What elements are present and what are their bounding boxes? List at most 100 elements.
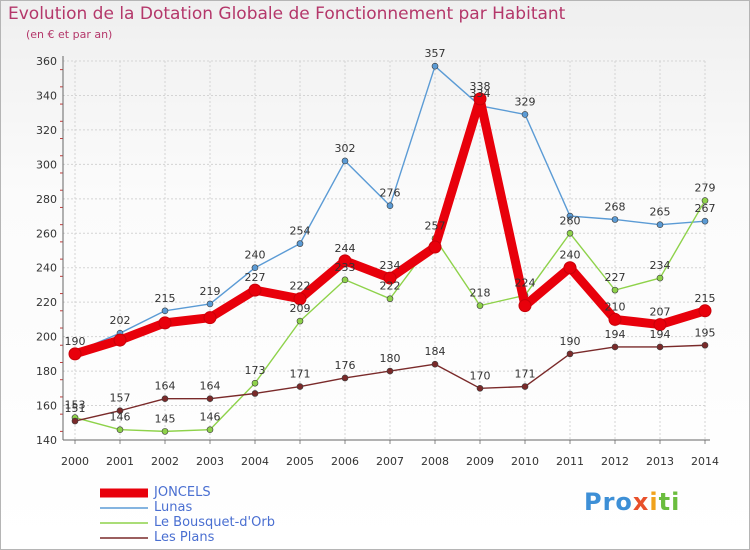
data-label-0: 227 <box>245 271 266 284</box>
logo-part-1: Pro <box>584 488 633 516</box>
data-point-1 <box>341 157 349 165</box>
data-point-2 <box>386 295 394 303</box>
data-point-2 <box>656 274 664 282</box>
data-label-1: 357 <box>425 47 446 60</box>
x-tick-label: 2003 <box>196 455 224 468</box>
data-label-3: 164 <box>155 380 176 393</box>
data-point-2 <box>251 379 259 387</box>
data-point-3 <box>116 407 124 415</box>
y-tick-label: 320 <box>36 124 57 137</box>
legend: JONCELS Lunas Le Bousquet-d'Orb Les Plan… <box>100 485 275 545</box>
x-tick-label: 2001 <box>106 455 134 468</box>
x-tick-label: 2005 <box>286 455 314 468</box>
data-labels: 190 227 222 244 234 338 240 210 207 215 202 215 219 2… <box>65 47 716 425</box>
legend-label-joncels: JONCELS <box>154 485 211 500</box>
data-label-0: 215 <box>695 292 716 305</box>
data-point-0 <box>608 312 622 326</box>
data-label-2: 279 <box>695 182 716 195</box>
data-point-2 <box>701 197 709 204</box>
data-label-2: 224 <box>515 276 536 289</box>
data-point-2 <box>566 229 574 237</box>
data-point-3 <box>341 374 349 382</box>
data-label-0: 190 <box>65 335 86 348</box>
data-point-0 <box>383 271 397 285</box>
data-point-1 <box>206 300 214 308</box>
data-label-1: 219 <box>200 285 221 298</box>
data-point-0 <box>203 311 217 325</box>
data-label-2: 227 <box>605 271 626 284</box>
data-point-0 <box>473 92 487 106</box>
data-label-0: 222 <box>290 280 311 293</box>
legend-label-bousquet: Le Bousquet-d'Orb <box>154 515 275 530</box>
data-label-1: 202 <box>110 314 131 327</box>
data-label-1: 268 <box>605 200 626 213</box>
data-point-0 <box>698 304 712 318</box>
data-label-2: 146 <box>200 411 221 424</box>
data-label-2: 222 <box>380 280 401 293</box>
data-point-2 <box>611 286 619 294</box>
y-tick-label: 200 <box>36 331 57 344</box>
x-tick-label: 2013 <box>646 455 674 468</box>
data-label-0: 338 <box>470 80 491 93</box>
data-point-3 <box>476 385 484 392</box>
data-point-3 <box>296 383 304 390</box>
data-label-1: 254 <box>290 225 311 238</box>
data-point-3 <box>701 341 709 349</box>
data-label-3: 194 <box>605 328 626 341</box>
x-tick-label: 2009 <box>466 455 494 468</box>
data-point-0 <box>563 261 577 275</box>
data-point-3 <box>71 417 79 425</box>
data-label-0: 207 <box>650 306 671 319</box>
y-tick-label: 180 <box>36 365 57 378</box>
data-point-3 <box>206 395 214 402</box>
data-point-3 <box>521 383 529 390</box>
x-tick-label: 2014 <box>691 455 719 468</box>
x-tick-label: 2011 <box>556 455 584 468</box>
data-point-2 <box>296 317 304 325</box>
data-point-1 <box>431 62 439 70</box>
data-point-3 <box>161 395 169 402</box>
data-point-2 <box>206 426 214 433</box>
data-label-3: 180 <box>380 352 401 365</box>
data-point-0 <box>248 283 262 297</box>
data-label-3: 190 <box>560 335 581 348</box>
data-point-1 <box>656 221 664 228</box>
logo-part-2: x <box>632 488 650 516</box>
data-point-2 <box>116 426 124 433</box>
data-label-2: 153 <box>65 399 86 412</box>
data-label-2: 257 <box>425 219 446 232</box>
data-point-1 <box>251 264 259 272</box>
data-label-2: 146 <box>110 411 131 424</box>
data-point-2 <box>341 276 349 284</box>
data-point-3 <box>611 343 619 351</box>
legend-item-bousquet: Le Bousquet-d'Orb <box>100 515 275 530</box>
data-point-2 <box>476 302 484 309</box>
y-tick-label: 140 <box>36 434 57 447</box>
data-label-3: 157 <box>110 392 131 405</box>
x-tick-label: 2002 <box>151 455 179 468</box>
y-tick-label: 360 <box>36 55 57 68</box>
logo-part-4: ti <box>658 488 681 516</box>
legend-item-lunas: Lunas <box>100 500 275 515</box>
x-tick-label: 2012 <box>601 455 629 468</box>
data-label-2: 260 <box>560 214 581 227</box>
legend-label-les-plans: Les Plans <box>154 530 215 545</box>
proxiti-logo: Proxiti <box>584 488 680 516</box>
x-tick-label: 2006 <box>331 455 359 468</box>
data-label-1: 240 <box>245 249 266 262</box>
data-point-1 <box>566 212 574 220</box>
data-point-1 <box>296 240 304 247</box>
data-label-2: 218 <box>470 287 491 300</box>
data-label-1: 215 <box>155 292 176 305</box>
legend-swatch-lunas <box>100 506 148 509</box>
data-label-3: 176 <box>335 359 356 372</box>
data-point-0 <box>428 240 442 254</box>
data-label-3: 171 <box>515 368 536 381</box>
legend-item-les-plans: Les Plans <box>100 530 275 545</box>
y-tick-label: 160 <box>36 400 57 413</box>
data-point-0 <box>653 318 667 332</box>
x-tick-label: 2000 <box>61 455 89 468</box>
legend-swatch-les-plans <box>100 536 148 539</box>
data-label-3: 195 <box>695 326 716 339</box>
